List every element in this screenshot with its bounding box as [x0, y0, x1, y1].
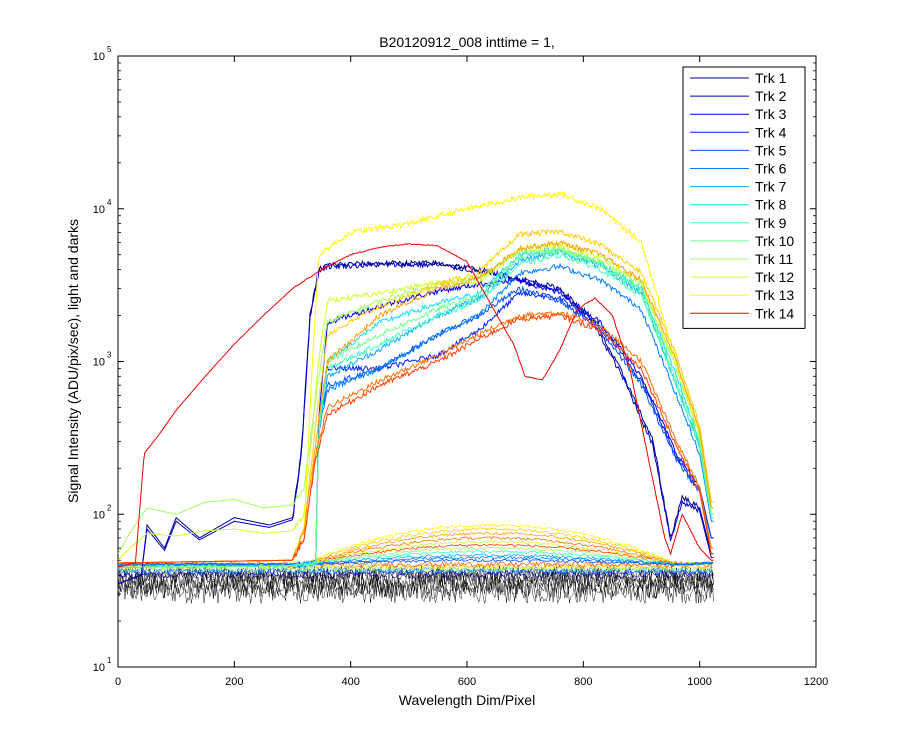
legend-label: Trk 6	[755, 161, 787, 177]
y-tick-label: 10	[93, 662, 105, 674]
x-tick-label: 1200	[804, 676, 828, 688]
y-tick-exponent: 1	[107, 656, 112, 665]
legend-box	[682, 66, 806, 329]
legend-label: Trk 9	[755, 215, 787, 231]
x-tick-label: 600	[458, 676, 476, 688]
legend-item: Trk 1	[690, 70, 787, 86]
series-group	[118, 191, 714, 585]
y-tick-label: 10	[93, 357, 105, 369]
legend-item: Trk 7	[690, 179, 787, 195]
low-light-traces	[118, 523, 714, 580]
legend-label: Trk 2	[755, 88, 787, 104]
dark-band-trace	[118, 564, 714, 573]
x-tick-label: 200	[225, 676, 243, 688]
series-line-11	[118, 244, 714, 555]
x-tick-label: 800	[574, 676, 592, 688]
x-tick-label: 400	[341, 676, 359, 688]
series-line-1	[118, 259, 714, 585]
low-light-trace	[118, 555, 714, 567]
legend-label: Trk 1	[755, 70, 787, 86]
series-line-18	[118, 242, 714, 568]
y-tick-label: 10	[93, 509, 105, 521]
y-axis-label: Signal Intensity (ADU/pix/sec), light an…	[65, 219, 81, 503]
legend-item: Trk 11	[690, 251, 793, 267]
legend-label: Trk 12	[755, 269, 794, 285]
data-layer	[118, 191, 714, 605]
legend-item: Trk 3	[690, 106, 787, 122]
legend-item: Trk 12	[690, 269, 794, 285]
legend-item: Trk 5	[690, 142, 787, 158]
y-tick-exponent: 4	[107, 198, 112, 207]
legend-item: Trk 2	[690, 88, 787, 104]
legend-label: Trk 14	[755, 305, 794, 321]
legend-item: Trk 8	[690, 197, 787, 213]
chart-title: B20120912_008 inttime = 1,	[379, 34, 555, 50]
y-tick-exponent: 5	[107, 45, 112, 54]
low-light-trace	[118, 543, 714, 567]
legend-label: Trk 5	[755, 142, 787, 158]
low-light-trace	[118, 531, 714, 567]
legend-item: Trk 14	[690, 305, 794, 321]
y-tick-exponent: 3	[107, 351, 112, 360]
legend-label: Trk 13	[755, 287, 794, 303]
legend-label: Trk 11	[755, 251, 793, 267]
legend-label: Trk 3	[755, 106, 787, 122]
low-light-trace	[118, 558, 714, 567]
y-tick-exponent: 2	[107, 503, 112, 512]
dark-frame-trace	[118, 581, 714, 605]
x-tick-label: 1000	[687, 676, 711, 688]
legend-item: Trk 4	[690, 124, 787, 140]
series-line-10	[118, 247, 714, 568]
legend-label: Trk 7	[755, 179, 787, 195]
legend: Trk 1 Trk 2 Trk 3 Trk 4 Trk 5 Trk 6 Trk 7 Trk 8…	[682, 66, 806, 329]
legend-label: Trk 10	[755, 233, 794, 249]
series-line-17	[118, 312, 714, 564]
legend-item: Trk 6	[690, 161, 787, 177]
dark-band-trace	[118, 571, 714, 580]
legend-label: Trk 8	[755, 197, 787, 213]
y-tick-label: 10	[93, 51, 105, 63]
x-tick-label: 0	[115, 676, 121, 688]
legend-item: Trk 10	[690, 233, 794, 249]
x-axis-label: Wavelength Dim/Pixel	[399, 692, 535, 708]
legend-label: Trk 4	[755, 124, 787, 140]
legend-item: Trk 13	[690, 287, 794, 303]
y-tick-label: 10	[93, 204, 105, 216]
legend-item: Trk 9	[690, 215, 787, 231]
